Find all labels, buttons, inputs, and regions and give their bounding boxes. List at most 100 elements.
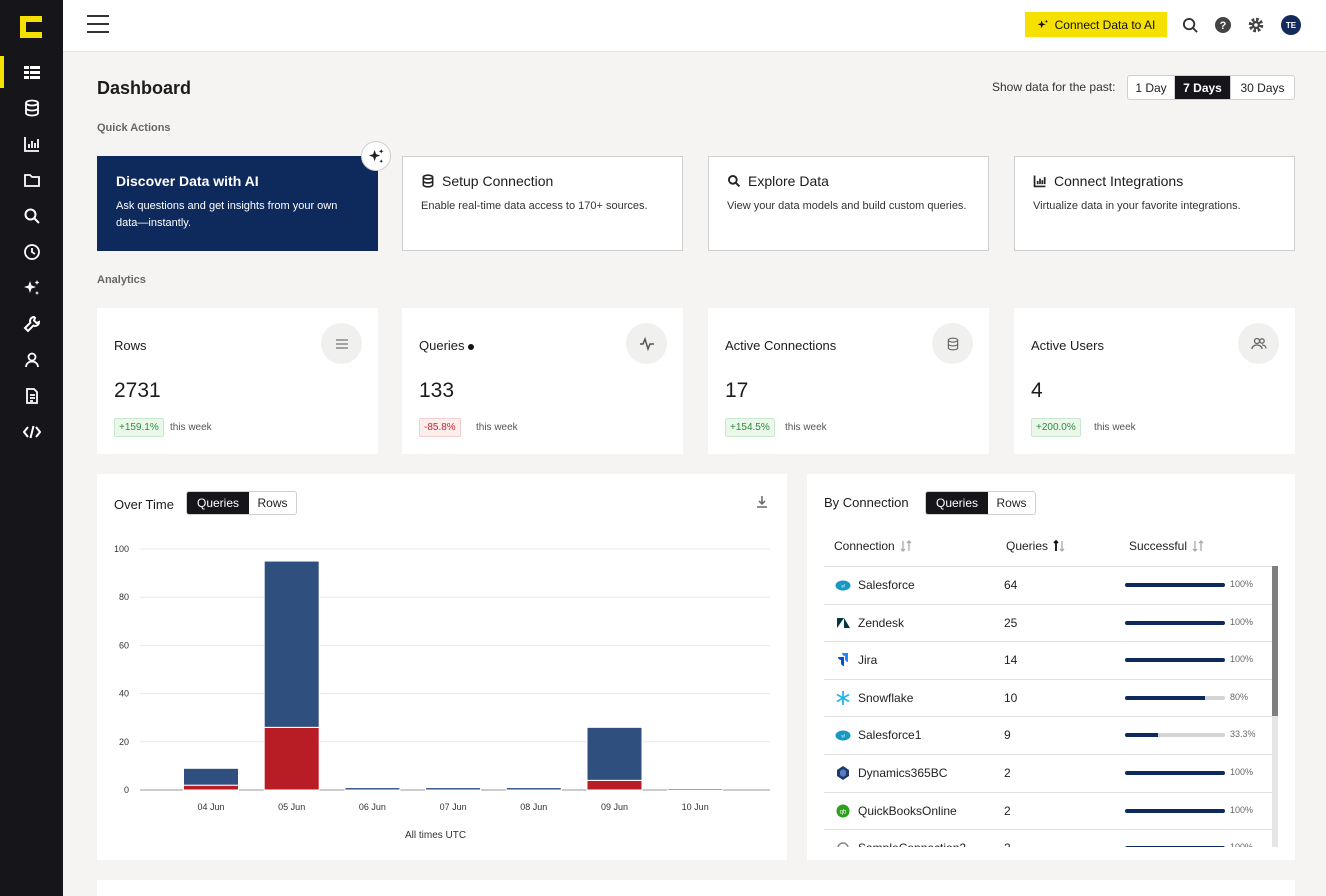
over-time-title: Over Time — [114, 497, 174, 512]
code-icon — [22, 425, 41, 439]
sparkle-icon — [1037, 19, 1048, 28]
table-row[interactable]: Jira 14 100% — [824, 641, 1278, 679]
range-7-days[interactable]: 7 Days — [1175, 76, 1231, 99]
sidebar-item-tools[interactable] — [0, 306, 63, 342]
dashboard-icon — [23, 66, 40, 79]
app-logo[interactable] — [18, 14, 44, 40]
time-range-selector: 1 Day 7 Days 30 Days — [1127, 75, 1295, 100]
stat-period: this week — [1094, 422, 1136, 433]
range-1-day[interactable]: 1 Day — [1128, 76, 1175, 99]
sparkle-icon — [23, 280, 39, 295]
sidebar-item-explore[interactable] — [0, 198, 63, 234]
explore-data-card[interactable]: Explore Data View your data models and b… — [708, 156, 989, 251]
search-icon — [728, 175, 741, 188]
svg-text:sf: sf — [841, 584, 845, 589]
toggle-queries[interactable]: Queries — [187, 492, 249, 514]
stat-value: 2731 — [114, 379, 161, 402]
stat-value: 133 — [419, 379, 455, 402]
menu-icon[interactable] — [87, 15, 109, 35]
bar-chart-icon — [1033, 175, 1046, 188]
connection-name: Salesforce — [858, 578, 915, 592]
help-icon[interactable]: ? — [1213, 15, 1233, 35]
table-row[interactable]: qb QuickBooksOnline 2 100% — [824, 791, 1278, 830]
toggle-rows[interactable]: Rows — [257, 496, 288, 510]
sort-icon — [900, 540, 912, 552]
column-header-queries[interactable]: Queries — [1006, 539, 1066, 553]
stat-delta: +159.1% — [114, 418, 164, 437]
database-icon — [422, 174, 434, 188]
table-row[interactable]: Zendesk 25 100% — [824, 603, 1278, 642]
success-bar — [1125, 658, 1225, 663]
query-count: 25 — [1004, 615, 1018, 630]
table-row[interactable]: sf Salesforce1 9 33.3% — [824, 716, 1278, 754]
stat-card-rows: Rows 2731 +159.1% this week — [97, 308, 378, 454]
connect-integrations-card[interactable]: Connect Integrations Virtualize data in … — [1014, 156, 1295, 251]
sidebar-item-ai[interactable] — [0, 270, 63, 306]
query-count: 10 — [1004, 690, 1018, 705]
sidebar-item-users[interactable] — [0, 342, 63, 378]
query-count: 2 — [1004, 841, 1011, 847]
success-bar — [1125, 583, 1225, 587]
sparkle-icon — [361, 141, 391, 171]
topbar: Connect Data to AI ? TE — [63, 0, 1326, 52]
document-icon — [25, 388, 38, 404]
table-row[interactable]: Snowflake 10 80% — [824, 678, 1278, 717]
live-dot-icon — [468, 343, 475, 350]
stat-card-queries: Queries 133 -85.8% this week — [402, 308, 683, 454]
by-connection-panel — [807, 474, 1295, 860]
stat-value: 4 — [1031, 379, 1043, 402]
column-label: Queries — [1006, 539, 1049, 553]
column-header-successful[interactable]: Successful — [1129, 539, 1205, 553]
bottom-panel — [97, 880, 1295, 896]
discover-data-card[interactable]: Discover Data with AI Ask questions and … — [97, 156, 378, 251]
stat-period: this week — [476, 422, 518, 433]
toggle-queries[interactable]: Queries — [926, 492, 988, 514]
avatar[interactable]: TE — [1281, 15, 1301, 35]
success-bar — [1125, 620, 1225, 625]
connection-name: QuickBooksOnline — [858, 803, 957, 818]
sidebar-item-history[interactable] — [0, 234, 63, 270]
clock-icon — [23, 244, 40, 260]
qa-title: Connect Integrations — [1054, 173, 1184, 189]
zendesk-icon — [835, 615, 851, 631]
table-row[interactable]: SampleConnection2 2 100% — [824, 829, 1278, 847]
bar-chart-icon — [23, 137, 39, 152]
toggle-rows[interactable]: Rows — [996, 496, 1027, 510]
scrollbar-thumb[interactable] — [1272, 566, 1278, 716]
table-row[interactable]: Dynamics365BC 2 100% — [824, 753, 1278, 792]
sidebar-item-dashboard[interactable] — [0, 54, 63, 90]
success-bar — [1125, 770, 1225, 775]
sidebar-item-api[interactable] — [0, 414, 63, 450]
sidebar-item-analytics[interactable] — [0, 126, 63, 162]
range-30-days[interactable]: 30 Days — [1240, 80, 1285, 95]
dynamics-icon — [835, 765, 851, 781]
column-label: Successful — [1129, 539, 1188, 553]
stat-card-active-connections: Active Connections 17 +154.5% this week — [708, 308, 989, 454]
stat-value: 17 — [725, 379, 749, 402]
connection-name: Salesforce1 — [858, 728, 922, 743]
analytics-label: Analytics — [97, 274, 146, 286]
column-header-connection[interactable]: Connection — [834, 539, 913, 553]
sidebar-item-docs[interactable] — [0, 378, 63, 414]
user-icon — [24, 352, 39, 368]
success-pct: 100% — [1230, 804, 1254, 815]
search-icon[interactable] — [1180, 15, 1200, 35]
sidebar-item-connections[interactable] — [0, 90, 63, 126]
table-row[interactable]: sf Salesforce 64 100% — [824, 566, 1278, 604]
success-pct: 100% — [1230, 766, 1254, 777]
sidebar-item-files[interactable] — [0, 162, 63, 198]
stat-period: this week — [170, 422, 212, 433]
stat-period: this week — [785, 422, 827, 433]
sort-icon — [1192, 540, 1204, 552]
salesforce-icon: sf — [835, 727, 851, 743]
snowflake-icon — [835, 690, 851, 706]
stat-delta: -85.8% — [419, 418, 461, 437]
download-icon[interactable] — [755, 495, 769, 514]
query-count: 64 — [1004, 578, 1018, 592]
qa-desc: Enable real-time data access to 170+ sou… — [421, 200, 648, 212]
connect-data-to-ai-button[interactable]: Connect Data to AI — [1025, 12, 1167, 37]
query-count: 14 — [1004, 653, 1018, 668]
setup-connection-card[interactable]: Setup Connection Enable real-time data a… — [402, 156, 683, 251]
settings-icon[interactable] — [1246, 15, 1266, 35]
success-bar — [1125, 733, 1225, 738]
